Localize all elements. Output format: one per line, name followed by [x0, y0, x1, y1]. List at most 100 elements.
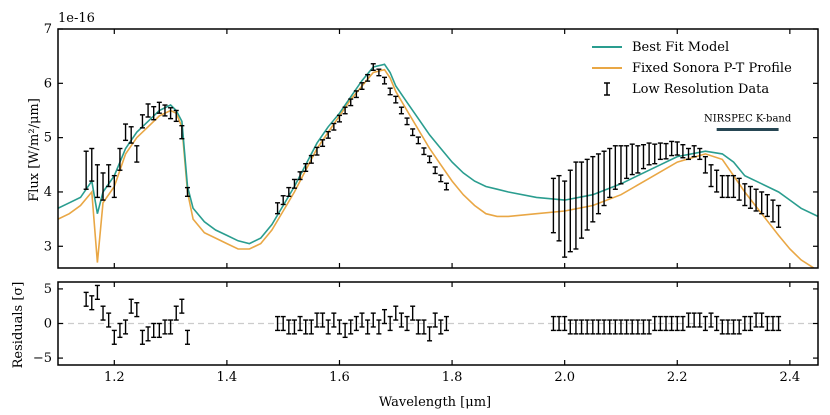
residual-point [280, 315, 286, 332]
residual-point [657, 315, 663, 332]
residual-point [550, 315, 556, 332]
residual-point [336, 319, 342, 335]
residual-point [714, 315, 720, 332]
residual-point [427, 326, 433, 342]
residual-point [106, 312, 112, 328]
residual-point [168, 319, 174, 335]
data-point [438, 174, 444, 183]
residual-point [731, 319, 737, 335]
residual-point [759, 312, 765, 328]
data-point [117, 147, 123, 171]
residual-point [139, 329, 145, 345]
data-point [151, 105, 157, 121]
legend-label-sonora: Fixed Sonora P-T Profile [632, 61, 792, 76]
residual-point [376, 319, 382, 335]
residual-point [567, 319, 573, 335]
data-point [646, 142, 652, 166]
residual-point [736, 319, 742, 335]
x-axis-label: Wavelength [μm] [379, 395, 491, 410]
residual-point [308, 319, 314, 335]
residual-point [674, 315, 680, 332]
residual-point [134, 302, 140, 318]
data-point [753, 188, 759, 212]
residual-point [353, 315, 359, 332]
data-point [629, 143, 635, 176]
data-point [145, 103, 151, 118]
residual-point [94, 284, 100, 300]
residual-point [156, 322, 162, 339]
data-point [663, 142, 669, 160]
residual-point [151, 322, 157, 339]
residual-point [331, 312, 337, 328]
data-point [100, 172, 106, 201]
residual-point [123, 319, 129, 335]
residual-point [100, 305, 106, 321]
residual-point [342, 322, 348, 339]
data-point [556, 174, 562, 242]
residual-point [145, 326, 151, 342]
residual-point [398, 312, 404, 328]
data-point [111, 174, 117, 199]
residual-point [776, 315, 782, 332]
residual-point [410, 305, 416, 321]
residual-point [562, 315, 568, 332]
data-point [550, 177, 556, 234]
residual-point [128, 298, 134, 314]
data-point [275, 202, 281, 215]
data-point [393, 95, 399, 104]
x-tick-label: 2.4 [780, 370, 801, 385]
data-point [320, 139, 326, 148]
data-point [691, 145, 697, 158]
data-point [123, 123, 129, 142]
data-point [168, 107, 174, 120]
residual-point [595, 319, 601, 335]
residuals-panel: −5 0 5 1.2 1.4 1.6 1.8 2.0 2.2 2.4 [33, 281, 819, 385]
data-point [770, 199, 776, 223]
residuals-y-axis-label: Residuals [σ] [11, 282, 26, 369]
x-tick-label: 1.2 [104, 370, 125, 385]
residual-point [297, 315, 303, 332]
data-point [314, 146, 320, 156]
data-point [719, 174, 725, 199]
data-point [280, 195, 286, 206]
data-point [342, 106, 348, 115]
residual-point [635, 319, 641, 335]
data-point [410, 128, 416, 137]
data-point [297, 171, 303, 181]
residual-point [382, 308, 388, 325]
x-tick-label: 2.0 [554, 370, 575, 385]
data-point [156, 101, 162, 114]
residual-point [404, 315, 410, 332]
data-point [291, 178, 297, 189]
data-point [669, 140, 675, 157]
residual-point [579, 319, 585, 335]
residuals-y-tick-label: −5 [33, 351, 52, 366]
x-tick-label: 1.6 [329, 370, 350, 385]
data-point [303, 163, 309, 173]
data-point [567, 169, 573, 253]
data-point [747, 185, 753, 209]
data-point [725, 174, 731, 199]
data-point [601, 150, 607, 207]
residual-point [286, 319, 292, 335]
residual-point [770, 315, 776, 332]
residual-point [601, 319, 607, 335]
flux-y-tick-label: 4 [44, 185, 52, 200]
data-point [640, 143, 646, 170]
data-point [652, 143, 658, 165]
residual-point [89, 295, 95, 311]
data-point [562, 180, 568, 258]
residual-point [702, 315, 708, 332]
x-tick-label: 1.8 [442, 370, 463, 385]
residual-point [421, 319, 427, 335]
residual-point [303, 319, 309, 335]
residual-point [686, 312, 692, 328]
residual-point [443, 315, 449, 332]
data-point [680, 143, 686, 159]
best-fit-model-line [58, 63, 818, 245]
residual-point [438, 319, 444, 335]
data-point [106, 164, 112, 188]
residual-point [646, 319, 652, 335]
residuals-y-tick-label: 0 [44, 317, 52, 332]
